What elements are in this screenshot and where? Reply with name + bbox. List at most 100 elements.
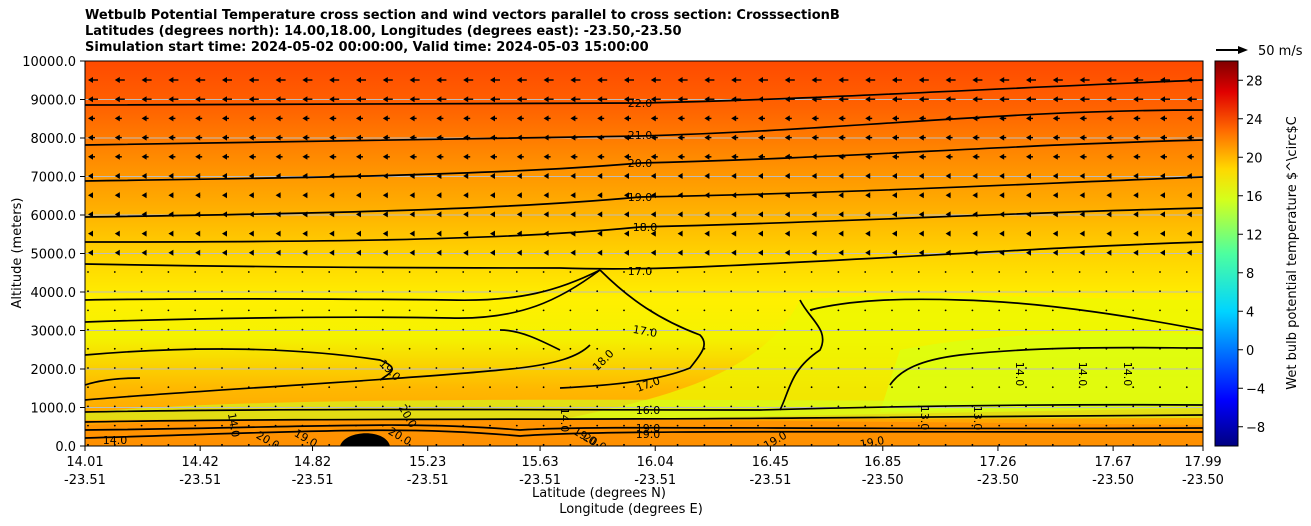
wind-arrow — [570, 134, 578, 141]
wind-arrow — [329, 153, 337, 160]
x-axis: 14.01 -23.51 14.42 -23.51 14.82 -23.51 15.23 -2… — [64, 446, 1224, 488]
wind-arrow — [1078, 309, 1081, 312]
wind-arrow — [542, 347, 545, 350]
wind-arrow — [569, 405, 572, 408]
wind-arrow — [1025, 328, 1027, 331]
wind-arrow — [355, 290, 357, 293]
wind-arrow — [194, 424, 197, 427]
wind-arrow — [381, 271, 384, 273]
wind-arrow — [758, 153, 765, 160]
wind-arrow — [918, 153, 926, 160]
wind-arrow — [998, 443, 1001, 446]
wind-arrow — [409, 249, 415, 256]
wind-arrow — [462, 309, 465, 312]
wind-arrow — [168, 230, 174, 237]
wind-arrow — [837, 386, 840, 389]
wind-arrow — [623, 386, 625, 389]
colorbar-tick-label: 12 — [1246, 228, 1263, 243]
wind-arrow — [971, 367, 974, 369]
wind-arrow — [837, 290, 840, 293]
wind-arrow — [864, 386, 867, 389]
wind-arrow — [677, 153, 685, 160]
wind-arrow — [436, 96, 447, 103]
wind-arrow — [945, 153, 953, 160]
wind-arrow — [168, 249, 174, 256]
wind-arrow — [1133, 153, 1141, 160]
wind-arrow — [1052, 192, 1058, 199]
wind-arrow — [382, 115, 390, 122]
wind-arrow — [999, 115, 1007, 122]
wind-arrow — [758, 96, 768, 103]
x-tick-lat: 14.82 — [294, 455, 331, 470]
wind-arrow — [140, 290, 143, 293]
contour-label: 14.0 — [558, 408, 571, 433]
wind-arrow — [195, 153, 203, 160]
wind-arrow — [1079, 96, 1090, 103]
x-tick-lon: -23.51 — [407, 473, 449, 488]
wind-arrow — [597, 96, 608, 103]
wind-arrow — [999, 173, 1005, 179]
wind-arrow — [275, 192, 281, 199]
wind-arrow — [1106, 192, 1112, 199]
wind-arrow — [1133, 192, 1139, 199]
contour-label: 17.0 — [628, 265, 653, 278]
wind-arrow — [168, 77, 179, 83]
wind-arrow — [998, 367, 1001, 369]
wind-arrow — [1132, 290, 1135, 293]
y-tick-label: 7000.0 — [31, 171, 77, 186]
wind-arrow — [1105, 328, 1108, 331]
wind-arrow — [891, 347, 893, 350]
wind-arrow — [542, 386, 545, 389]
wind-arrow — [543, 96, 554, 103]
wind-arrow — [569, 328, 572, 331]
x-tick-lon: -23.50 — [1092, 473, 1134, 488]
wind-arrow — [998, 328, 1001, 331]
wind-arrow — [892, 173, 897, 179]
wind-arrow — [597, 77, 608, 83]
wind-arrow — [972, 192, 978, 199]
horizontal-grid — [85, 99, 1203, 408]
wind-arrow — [114, 230, 120, 237]
wind-arrow — [570, 249, 576, 256]
wind-arrow — [167, 367, 170, 369]
wind-arrow — [141, 192, 147, 199]
wind-arrow — [1132, 347, 1135, 350]
wind-arrow — [1079, 249, 1085, 256]
contour-label: 13.0 — [918, 406, 931, 431]
wind-arrow — [1185, 367, 1188, 369]
wind-arrow — [811, 96, 822, 103]
wind-arrow — [435, 271, 438, 273]
wind-arrow — [784, 211, 790, 218]
wind-arrow — [704, 173, 710, 179]
wind-arrow — [1106, 173, 1112, 179]
wind-arrow — [864, 347, 867, 350]
wind-arrow — [221, 367, 223, 369]
wind-arrow — [703, 443, 706, 446]
wind-arrow — [704, 211, 710, 218]
wind-arrow — [141, 173, 147, 179]
wind-arrow — [408, 424, 411, 427]
wind-arrow — [1185, 424, 1188, 427]
wind-arrow — [570, 173, 576, 179]
wind-arrow — [409, 211, 415, 218]
wind-arrow — [355, 309, 357, 312]
wind-arrow — [221, 443, 223, 446]
wind-arrow — [355, 424, 357, 427]
wind-arrow — [784, 77, 795, 83]
contour-line — [779, 299, 824, 411]
wind-arrow — [1078, 405, 1081, 408]
wind-arrow — [1026, 249, 1031, 256]
wind-arrow — [382, 173, 388, 179]
wind-arrow — [435, 290, 438, 293]
wind-arrow — [597, 211, 603, 218]
contour-line — [889, 346, 1203, 386]
wind-arrow — [222, 115, 229, 122]
wind-arrow — [140, 405, 143, 408]
wind-arrow — [409, 115, 417, 122]
wind-arrow — [88, 249, 93, 256]
wind-arrow — [1132, 328, 1135, 331]
wind-arrow — [892, 192, 897, 199]
contour-line — [85, 348, 393, 381]
wind-arrow — [274, 347, 277, 350]
wind-arrow — [757, 271, 759, 273]
